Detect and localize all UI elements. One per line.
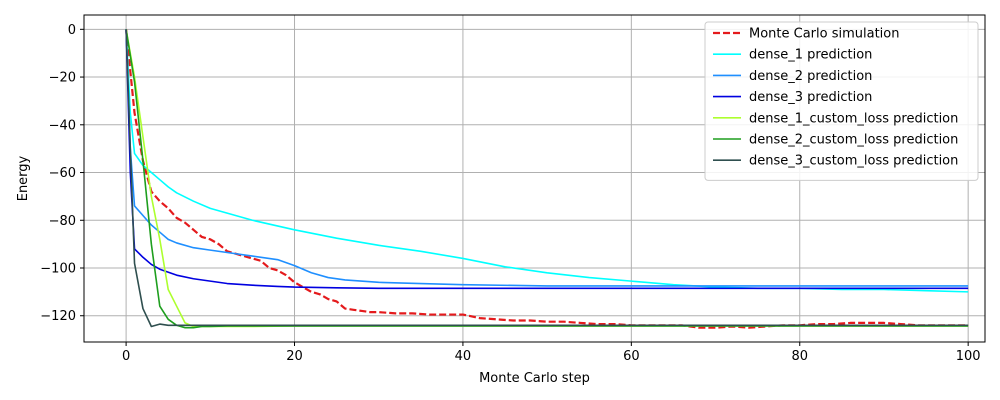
y-tick-label: −80 — [49, 214, 76, 229]
series-lines — [125, 29, 969, 329]
x-tick-label: 100 — [956, 349, 981, 364]
y-tick-label: −120 — [40, 309, 76, 324]
y-tick-label: −60 — [49, 166, 76, 181]
legend-label: Monte Carlo simulation — [749, 27, 900, 42]
legend-label: dense_2_custom_loss prediction — [749, 133, 958, 148]
y-tick-label: 0 — [68, 23, 76, 38]
y-tick-label: −40 — [49, 118, 76, 133]
x-tick-label: 0 — [122, 349, 130, 364]
axis-ticks: 0 20 40 60 80 100 0 −20 −40 −60 −80 −100 −120 — [40, 23, 980, 364]
legend-label: dense_1_custom_loss prediction — [749, 111, 958, 126]
x-tick-label: 40 — [455, 349, 472, 364]
y-axis-label: Energy — [16, 155, 31, 201]
series-line-7 — [125, 29, 969, 328]
y-tick-label: −20 — [49, 71, 76, 86]
legend-label: dense_3_custom_loss prediction — [749, 154, 958, 169]
x-tick-label: 60 — [623, 349, 640, 364]
plot-frame — [83, 14, 986, 343]
y-tick-label: −100 — [40, 262, 76, 277]
legend-label: dense_2 prediction — [749, 69, 872, 84]
legend-box — [704, 21, 979, 181]
legend-label: dense_3 prediction — [749, 90, 872, 105]
series-line-4 — [125, 29, 969, 290]
series-line-3 — [125, 29, 969, 287]
legend: Monte Carlo simulation dense_1 prediction… — [704, 21, 979, 181]
x-axis-label: Monte Carlo step — [479, 371, 590, 386]
x-tick-label: 20 — [286, 349, 303, 364]
series-line-1 — [125, 29, 969, 329]
x-tick-label: 80 — [791, 349, 808, 364]
legend-label: dense_1 prediction — [749, 48, 872, 63]
